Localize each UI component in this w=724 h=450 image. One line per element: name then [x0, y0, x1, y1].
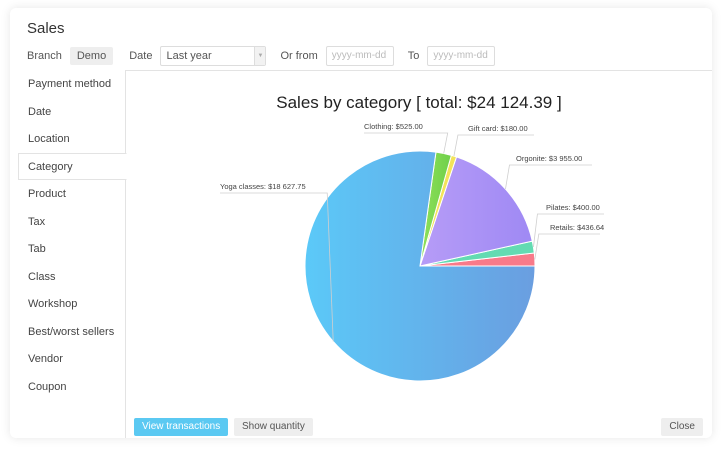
chart-total: [ total: $24 124.39 ]: [416, 93, 562, 112]
from-date-input[interactable]: yyyy-mm-dd: [325, 46, 394, 66]
sidebar-item-payment-method[interactable]: Payment method: [28, 78, 112, 90]
pie-label-connector: [505, 164, 592, 190]
pie-label-pilates: Pilates: $400.00: [546, 203, 600, 212]
sidebar-item-tab[interactable]: Tab: [28, 243, 46, 255]
sidebar-item-location[interactable]: Location: [28, 133, 70, 145]
chart-panel: Sales by category [ total: $24 124.39 ] …: [125, 70, 712, 438]
pie-label-retails: Retails: $436.64: [550, 223, 604, 232]
chart-title: Sales by category [ total: $24 124.39 ]: [126, 93, 712, 113]
pie-label-connector: [364, 132, 449, 154]
pie-label-connector: [533, 213, 604, 248]
sidebar-item-best-worst-sellers[interactable]: Best/worst sellers: [28, 325, 115, 338]
chart-total-prefix: [ total:: [416, 93, 463, 112]
branch-select[interactable]: Demo: [69, 47, 114, 65]
view-transactions-button[interactable]: View transactions: [134, 418, 229, 436]
pie-label-orgonite: Orgonite: $3 955.00: [516, 154, 582, 163]
sidebar-item-vendor[interactable]: Vendor: [28, 353, 63, 365]
sidebar-item-tax[interactable]: Tax: [28, 215, 46, 228]
dialog-title: Sales: [27, 20, 65, 37]
chart-total-suffix: ]: [557, 93, 562, 112]
dropdown-arrow-icon: ▼: [254, 47, 266, 65]
pie-label-yoga-classes: Yoga classes: $18 627.75: [220, 182, 306, 191]
from-label: Or from: [280, 50, 318, 62]
chart-title-text: Sales by category: [276, 93, 412, 112]
date-range-select[interactable]: Last year ▼: [160, 46, 267, 66]
sales-dialog: Sales Branch Demo Date Last year ▼ Or fr…: [10, 8, 712, 438]
sidebar-item-class[interactable]: Class: [28, 270, 56, 283]
sidebar-item-date[interactable]: Date: [28, 105, 52, 118]
filter-bar: Branch Demo Date Last year ▼ Or from yyy…: [27, 46, 509, 66]
pie-label-gift-card: Gift card: $180.00: [468, 124, 528, 133]
to-label: To: [407, 50, 420, 62]
sidebar-item-workshop[interactable]: Workshop: [28, 298, 78, 310]
close-button[interactable]: Close: [661, 418, 703, 436]
pie-label-connector: [534, 233, 600, 260]
pie-label-clothing: Clothing: $525.00: [364, 122, 423, 131]
show-quantity-button[interactable]: Show quantity: [234, 418, 313, 436]
report-type-sidebar: Payment method Date Location Category Pr…: [18, 70, 127, 438]
date-range-value: Last year: [166, 50, 212, 62]
sidebar-item-product[interactable]: Product: [28, 188, 66, 200]
branch-label: Branch: [27, 50, 62, 62]
pie-label-connector: [220, 192, 334, 342]
date-label: Date: [129, 50, 153, 62]
pie-chart: Retails: $436.64 Pilates: $400.00 Orgonite…: [220, 122, 604, 382]
sidebar-item-category[interactable]: Category: [18, 152, 127, 180]
chart-total-value: $24 124.39: [467, 93, 553, 112]
to-date-input[interactable]: yyyy-mm-dd: [427, 46, 496, 66]
sidebar-item-coupon[interactable]: Coupon: [28, 380, 67, 393]
pie-label-connector: [453, 134, 534, 157]
